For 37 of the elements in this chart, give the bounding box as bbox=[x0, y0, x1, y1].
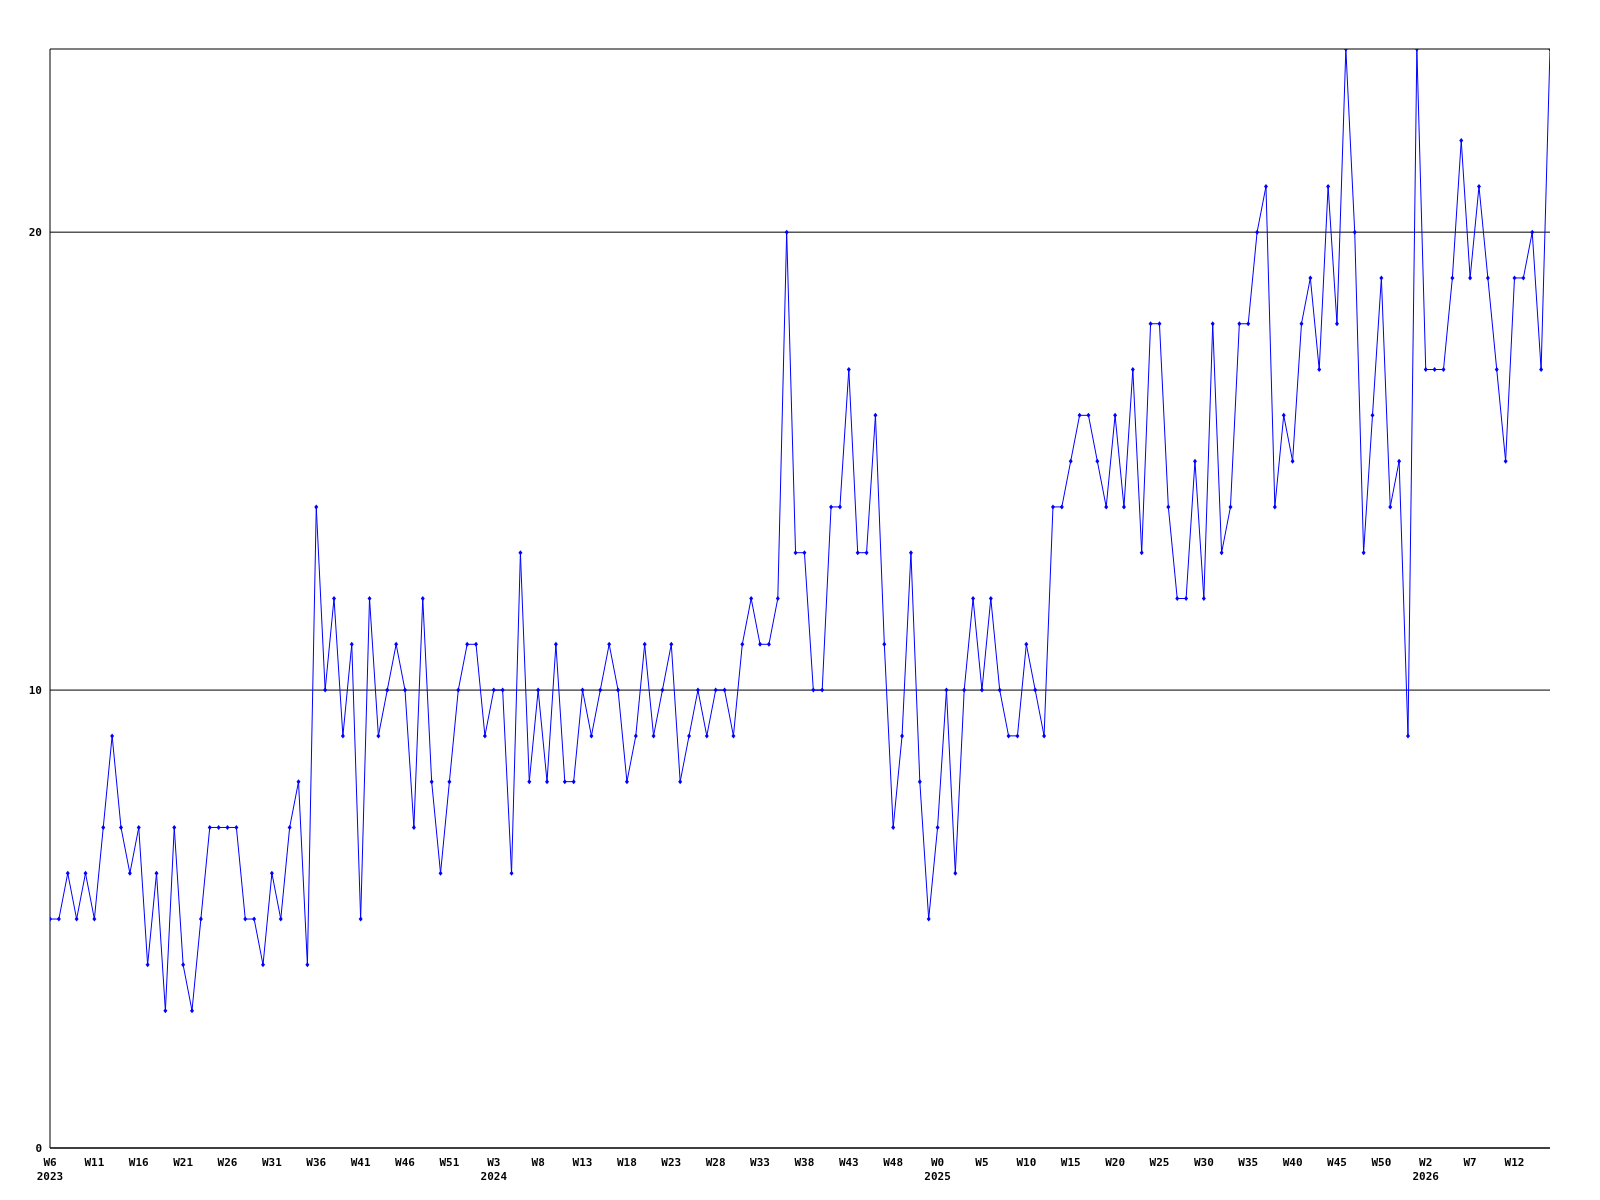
x-tick-label: W20 bbox=[1105, 1156, 1126, 1169]
y-tick-label: 20 bbox=[28, 226, 42, 240]
x-tick-label: W31 bbox=[261, 1156, 283, 1169]
x-tick-label: W18 bbox=[616, 1156, 637, 1169]
x-tick-label: W25 bbox=[1149, 1156, 1170, 1169]
x-tick-label: W6 2023 bbox=[36, 1156, 64, 1183]
x-tick-label: W36 bbox=[306, 1156, 327, 1169]
x-tick-label: W28 bbox=[705, 1156, 726, 1169]
x-tick-label: W3 2024 bbox=[480, 1156, 508, 1183]
x-tick-label: W13 bbox=[572, 1156, 593, 1169]
x-tick-label: W48 bbox=[883, 1156, 904, 1169]
x-tick-label: W5 bbox=[975, 1156, 989, 1169]
x-tick-label: W0 2025 bbox=[924, 1156, 951, 1183]
x-tick-label: W16 bbox=[128, 1156, 150, 1169]
x-tick-label: W35 bbox=[1238, 1156, 1259, 1169]
x-tick-label: W50 bbox=[1371, 1156, 1392, 1169]
x-tick-label: W40 bbox=[1282, 1156, 1303, 1169]
x-tick-label: W21 bbox=[173, 1156, 194, 1169]
y-tick-label: 0 bbox=[35, 1141, 42, 1155]
x-tick-label: W23 bbox=[661, 1156, 682, 1169]
x-tick-label: W7 bbox=[1463, 1156, 1477, 1169]
x-tick-label: W51 bbox=[439, 1156, 460, 1169]
x-tick-label: W30 bbox=[1193, 1156, 1214, 1169]
x-tick-label: W45 bbox=[1327, 1156, 1347, 1169]
x-tick-label: W11 bbox=[84, 1156, 105, 1169]
x-tick-label: W46 bbox=[395, 1156, 416, 1169]
x-tick-label: W10 bbox=[1016, 1156, 1037, 1169]
x-tick-label: W15 bbox=[1060, 1156, 1081, 1169]
x-tick-label: W12 bbox=[1504, 1156, 1525, 1169]
x-tick-label: W8 bbox=[531, 1156, 545, 1169]
x-tick-label: W2 2026 bbox=[1412, 1156, 1440, 1183]
x-tick-label: W41 bbox=[350, 1156, 371, 1169]
y-tick-label: 10 bbox=[28, 683, 42, 697]
x-tick-label: W33 bbox=[750, 1156, 770, 1169]
x-tick-label: W38 bbox=[794, 1156, 815, 1169]
x-tick-label: W43 bbox=[838, 1156, 859, 1169]
x-tick-label: W26 bbox=[217, 1156, 238, 1169]
